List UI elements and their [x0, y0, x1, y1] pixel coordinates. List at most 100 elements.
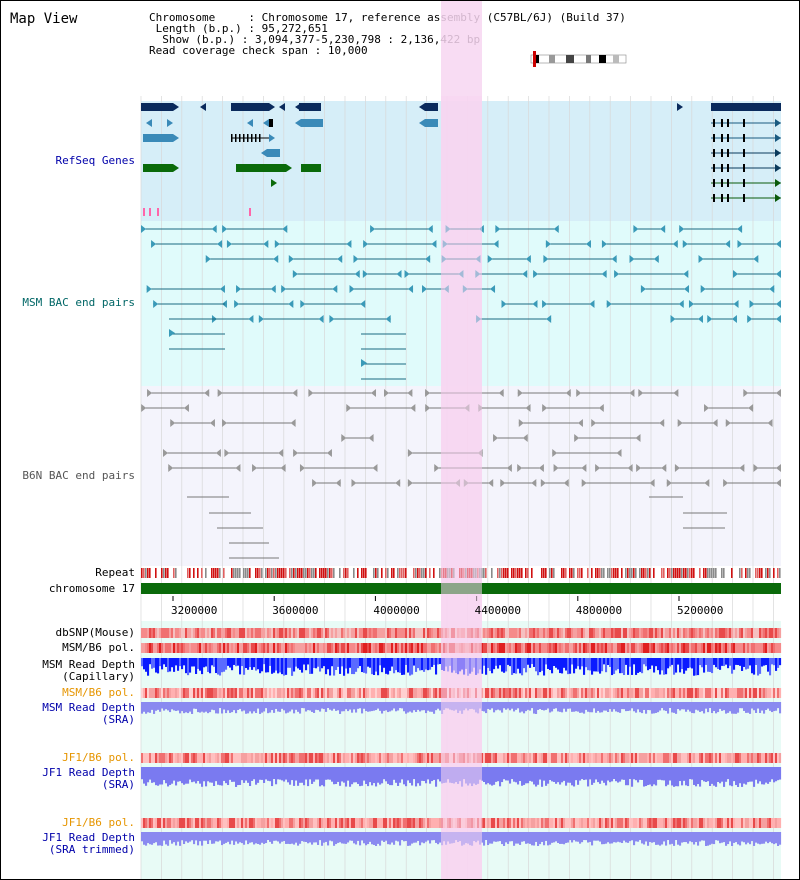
depth-bar: [413, 658, 416, 666]
heat-cell: [483, 753, 486, 763]
depth-bar: [597, 767, 600, 783]
repeat-block: [573, 568, 575, 578]
depth-bar: [285, 658, 288, 675]
heat-cell: [517, 818, 520, 828]
depth-bar: [669, 767, 672, 781]
heat-cell: [501, 628, 504, 638]
depth-bar: [577, 702, 580, 712]
bac-end-marker: [670, 315, 676, 323]
heat-cell: [427, 628, 430, 638]
heat-cell: [209, 643, 212, 653]
repeat-block: [699, 568, 701, 578]
repeat-block: [543, 568, 545, 578]
gene-exon: [743, 194, 745, 202]
depth-bar: [701, 767, 704, 781]
heat-cell: [551, 688, 554, 698]
msm-depth-sra-label1[interactable]: MSM Read Depth: [42, 701, 135, 714]
heat-cell: [147, 818, 150, 828]
heat-cell: [605, 643, 608, 653]
refseq-genes-label[interactable]: RefSeq Genes: [55, 154, 135, 167]
bac-end-marker: [337, 255, 343, 263]
depth-bar: [731, 832, 734, 846]
heat-cell: [341, 628, 344, 638]
heat-cell: [511, 628, 514, 638]
heat-cell: [353, 818, 356, 828]
heat-cell: [325, 628, 328, 638]
depth-bar: [677, 767, 680, 787]
depth-bar: [271, 658, 274, 674]
depth-bar: [665, 658, 668, 675]
depth-bar: [535, 658, 538, 672]
heat-cell: [273, 688, 276, 698]
depth-bar: [651, 702, 654, 714]
depth-bar: [661, 832, 664, 845]
heat-cell: [185, 818, 188, 828]
depth-bar: [725, 767, 728, 782]
heat-cell: [393, 628, 396, 638]
heat-cell: [339, 643, 342, 653]
heat-cell: [383, 628, 386, 638]
depth-bar: [147, 767, 150, 783]
msm-depth-cap-label1[interactable]: MSM Read Depth: [42, 658, 135, 671]
depth-bar: [533, 658, 536, 667]
heat-cell: [527, 643, 530, 653]
bac-end-marker: [725, 240, 731, 248]
heat-cell: [317, 688, 320, 698]
msm-bac-label[interactable]: MSM BAC end pairs: [22, 296, 135, 309]
depth-bar: [693, 658, 696, 676]
depth-bar: [241, 702, 244, 712]
heat-cell: [225, 753, 228, 763]
heat-cell: [603, 643, 606, 653]
heat-cell: [727, 643, 730, 653]
heat-cell: [165, 688, 168, 698]
msm-b6-pol2-label[interactable]: MSM/B6 pol.: [62, 686, 135, 699]
heat-cell: [487, 628, 490, 638]
depth-bar: [605, 658, 608, 673]
coverage-value: 10,000: [327, 44, 368, 57]
jf1-b6-pol2-label[interactable]: JF1/B6 pol.: [62, 816, 135, 829]
depth-bar: [505, 658, 508, 672]
heat-cell: [723, 643, 726, 653]
heat-cell: [715, 643, 718, 653]
heat-cell: [531, 688, 534, 698]
depth-bar: [723, 767, 726, 787]
jf1-depth-trim-label1[interactable]: JF1 Read Depth: [42, 831, 135, 844]
heat-cell: [295, 628, 298, 638]
heat-cell: [721, 753, 724, 763]
jf1-b6-pol-label[interactable]: JF1/B6 pol.: [62, 751, 135, 764]
heat-cell: [379, 628, 382, 638]
heat-cell: [309, 688, 312, 698]
msm-b6-pol-label[interactable]: MSM/B6 pol.: [62, 641, 135, 654]
repeat-block: [611, 568, 613, 578]
heat-cell: [547, 643, 550, 653]
heat-cell: [535, 753, 538, 763]
depth-bar: [661, 702, 664, 709]
depth-bar: [267, 767, 270, 781]
heat-cell: [541, 753, 544, 763]
heat-cell: [221, 688, 224, 698]
dbsnp-label[interactable]: dbSNP(Mouse): [55, 626, 135, 639]
depth-bar: [151, 702, 154, 710]
depth-bar: [567, 767, 570, 783]
heat-cell: [355, 628, 358, 638]
heat-cell: [387, 753, 390, 763]
depth-bar: [771, 832, 774, 844]
heat-cell: [725, 688, 728, 698]
depth-bar: [207, 702, 210, 714]
depth-bar: [173, 767, 176, 781]
heat-cell: [403, 643, 406, 653]
jf1-depth-sra-label1[interactable]: JF1 Read Depth: [42, 766, 135, 779]
heat-cell: [677, 643, 680, 653]
b6n-bac-label[interactable]: B6N BAC end pairs: [22, 469, 135, 482]
heat-cell: [245, 628, 248, 638]
heat-cell: [719, 643, 722, 653]
bac-end-marker: [368, 434, 374, 442]
depth-bar: [237, 767, 240, 786]
depth-bar: [585, 832, 588, 841]
gene-exon: [269, 119, 273, 127]
heat-cell: [145, 643, 148, 653]
depth-bar: [313, 702, 316, 713]
repeat-block: [765, 568, 767, 578]
depth-bar: [499, 658, 502, 666]
